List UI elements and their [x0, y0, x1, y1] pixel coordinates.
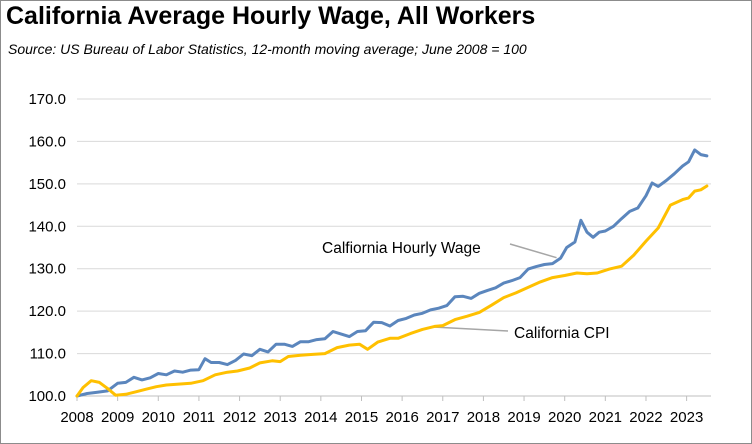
y-tick-label: 120.0 — [28, 303, 66, 320]
x-tick-label: 2014 — [304, 409, 337, 426]
gridlines — [77, 98, 711, 355]
annotation-leader-line — [509, 243, 557, 259]
annotation-leader-line — [430, 326, 509, 332]
x-tick-label: 2015 — [345, 409, 378, 426]
series-lines — [75, 148, 709, 398]
y-tick-label: 100.0 — [28, 388, 66, 405]
x-tick-label: 2016 — [385, 409, 418, 426]
y-tick-label: 170.0 — [28, 91, 66, 108]
x-tick-label: 2009 — [101, 409, 134, 426]
x-tick-label: 2010 — [142, 409, 175, 426]
x-tick-label: 2023 — [670, 409, 703, 426]
chart-title: California Average Hourly Wage, All Work… — [6, 2, 536, 30]
x-tick-label: 2021 — [589, 409, 622, 426]
x-tick-label: 2019 — [507, 409, 540, 426]
series-line-hourly-wage — [75, 148, 709, 398]
y-axis: 100.0 110.0 120.0 130.0 140.0 150.0 160.0 170.0 — [28, 91, 66, 405]
x-tick-label: 2013 — [264, 409, 297, 426]
series-line-cpi — [75, 184, 709, 398]
x-tick-label: 2017 — [426, 409, 459, 426]
x-tick-label: 2011 — [183, 409, 215, 426]
y-tick-label: 130.0 — [28, 261, 66, 278]
annotation-leaders — [430, 243, 557, 332]
y-tick-label: 150.0 — [28, 176, 66, 193]
annotation-label: Calfiornia Hourly Wage — [322, 240, 481, 257]
x-tick-label: 2012 — [223, 409, 256, 426]
x-tick-label: 2022 — [629, 409, 662, 426]
chart-subtitle: Source: US Bureau of Labor Statistics, 1… — [8, 41, 527, 57]
y-tick-label: 110.0 — [30, 346, 66, 363]
y-tick-label: 160.0 — [28, 133, 66, 150]
x-tick-label: 2008 — [60, 409, 93, 426]
x-axis: 2008 2009 2010 2011 2012 2013 2014 2015 2016 2017… — [60, 395, 711, 426]
annotations: Calfiornia Hourly Wage California CPI — [322, 240, 610, 342]
x-tick-label: 2020 — [548, 409, 581, 426]
y-tick-label: 140.0 — [28, 218, 66, 235]
x-tick-label: 2018 — [467, 409, 500, 426]
annotation-label: California CPI — [514, 325, 610, 342]
